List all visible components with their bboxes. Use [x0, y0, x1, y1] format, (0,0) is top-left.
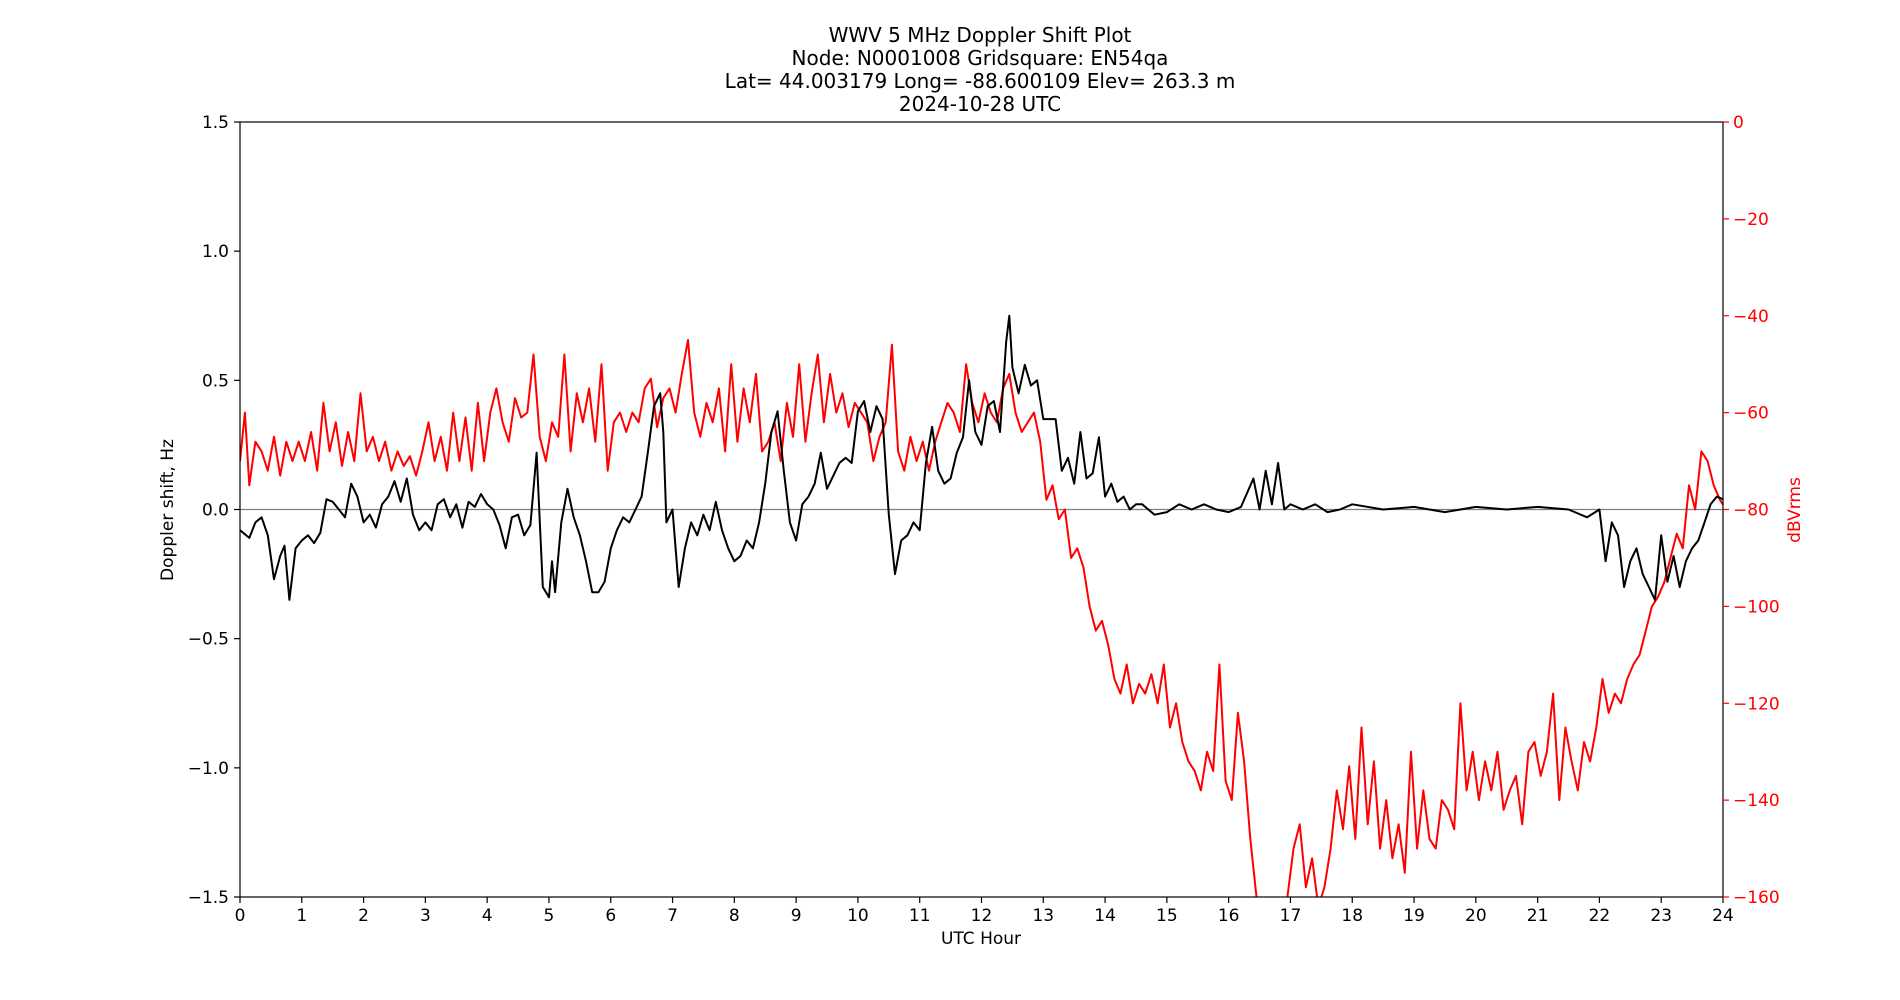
x-tick-label: 18 [1341, 906, 1363, 926]
y-left-tick-label: 1.0 [202, 242, 229, 262]
title-line-1: WWV 5 MHz Doppler Shift Plot [829, 23, 1132, 47]
x-tick-label: 12 [971, 906, 993, 926]
y-right-tick-label: −80 [1733, 501, 1769, 521]
y-right-tick-label: −140 [1733, 791, 1780, 811]
x-tick-label: 16 [1218, 906, 1240, 926]
x-tick-label: 24 [1712, 906, 1734, 926]
power-series-line [240, 339, 1723, 897]
title-line-4: 2024-10-28 UTC [899, 92, 1061, 116]
x-tick-label: 11 [909, 906, 931, 926]
title-line-2: Node: N0001008 Gridsquare: EN54qa [792, 46, 1169, 70]
x-tick-label: 4 [482, 906, 493, 926]
x-tick-label: 22 [1589, 906, 1611, 926]
x-tick-label: 17 [1280, 906, 1302, 926]
x-tick-label: 0 [235, 906, 246, 926]
y-right-tick-label: −160 [1733, 888, 1780, 908]
x-tick-label: 13 [1032, 906, 1054, 926]
x-tick-label: 7 [667, 906, 678, 926]
x-tick-label: 3 [420, 906, 431, 926]
y-right-tick-label: −40 [1733, 307, 1769, 327]
y-right-tick-label: −20 [1733, 210, 1769, 230]
x-tick-label: 1 [296, 906, 307, 926]
x-tick-label: 15 [1156, 906, 1178, 926]
y-left-tick-label: 0.0 [202, 501, 229, 521]
y-axis-right-label: dBVrms [1785, 477, 1805, 543]
x-tick-label: 21 [1527, 906, 1549, 926]
x-axis: 0 1 2 3 4 5 6 7 8 9 10 11 12 13 14 15 16 17 18 19 20 21 22 23 24 [235, 897, 1734, 926]
y-left-tick-label: 1.5 [202, 113, 229, 133]
y-right-tick-label: 0 [1733, 113, 1744, 133]
y-left-tick-label: 0.5 [202, 371, 229, 391]
x-tick-label: 2 [358, 906, 369, 926]
y-left-tick-label: −1.0 [188, 759, 229, 779]
y-right-tick-label: −100 [1733, 597, 1780, 617]
x-axis-label: UTC Hour [941, 929, 1021, 949]
x-tick-label: 23 [1650, 906, 1672, 926]
y-left-tick-label: −0.5 [188, 630, 229, 650]
x-tick-label: 5 [544, 906, 555, 926]
x-tick-label: 20 [1465, 906, 1487, 926]
x-tick-label: 8 [729, 906, 740, 926]
y-right-tick-label: −120 [1733, 694, 1780, 714]
x-tick-label: 19 [1403, 906, 1425, 926]
series-layer [240, 314, 1723, 897]
x-tick-label: 10 [847, 906, 869, 926]
y-axis-left: 1.5 1.0 0.5 0.0 −0.5 −1.0 −1.5 [188, 113, 240, 908]
y-axis-left-label: Doppler shift, Hz [158, 439, 178, 581]
title-line-3: Lat= 44.003179 Long= -88.600109 Elev= 26… [725, 69, 1236, 93]
x-tick-label: 6 [605, 906, 616, 926]
y-right-tick-label: −60 [1733, 404, 1769, 424]
x-tick-label: 9 [791, 906, 802, 926]
x-tick-label: 14 [1094, 906, 1116, 926]
doppler-series-line [240, 314, 1723, 601]
y-axis-right: 0 −20 −40 −60 −80 −100 −120 −140 −160 [1723, 113, 1780, 908]
y-left-tick-label: −1.5 [188, 888, 229, 908]
chart-title: WWV 5 MHz Doppler Shift Plot Node: N0001… [725, 23, 1236, 116]
